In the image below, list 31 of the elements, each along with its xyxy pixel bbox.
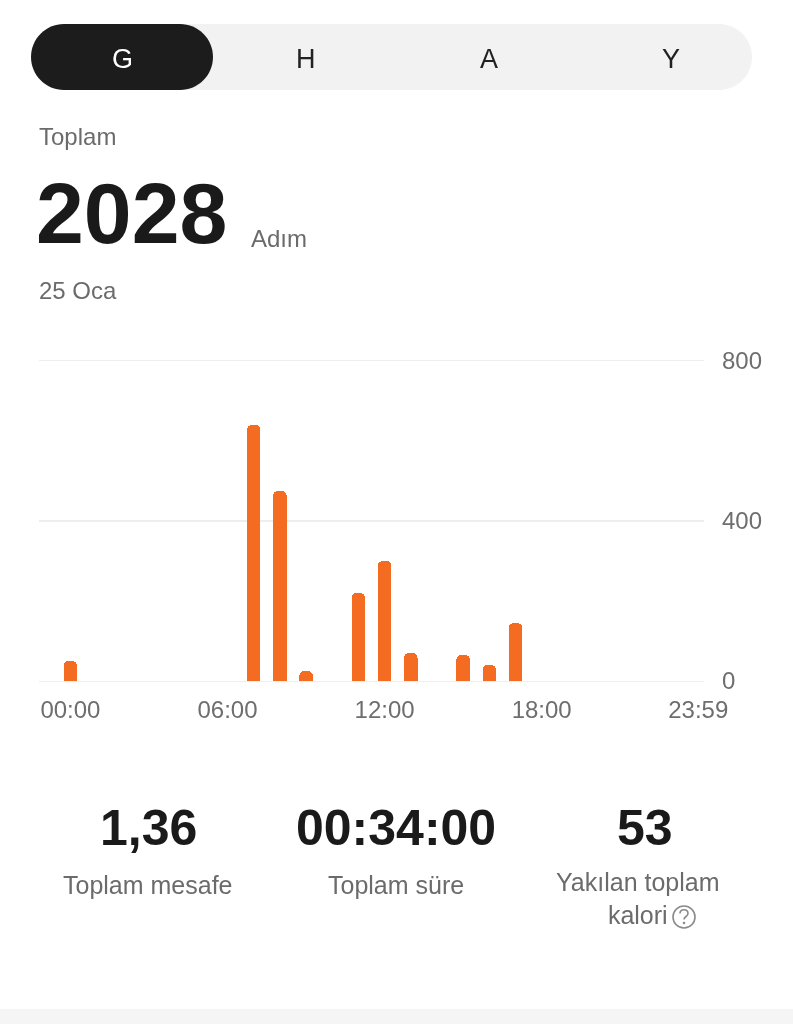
y-tick-label: 800 <box>722 347 763 375</box>
bar <box>351 593 366 681</box>
text: 2028 <box>36 165 228 261</box>
x-tick-label: 00:00 <box>40 696 101 723</box>
bar <box>63 661 78 681</box>
bar <box>377 561 392 681</box>
text: 25 Oca <box>39 277 118 304</box>
text: Toplam süre <box>328 871 465 899</box>
text: A <box>480 44 499 74</box>
text: 00:34:00 <box>296 800 497 856</box>
x-tick-label: 06:00 <box>197 696 258 723</box>
text: Y <box>662 44 681 74</box>
bar <box>273 491 287 681</box>
y-tick-label: 400 <box>722 507 763 535</box>
text: 53 <box>617 800 673 856</box>
text: Toplam <box>39 123 117 150</box>
text: Toplam mesafe <box>63 871 233 899</box>
x-tick-label: 18:00 <box>511 696 572 723</box>
y-tick-label: 0 <box>722 667 736 695</box>
text: Yakılan toplam kalori <box>556 868 720 929</box>
text: G <box>112 44 134 74</box>
x-tick-label: 23:59 <box>668 696 729 723</box>
x-tick-label: 12:00 <box>354 696 415 723</box>
bar <box>403 653 418 681</box>
bar <box>508 623 523 681</box>
text: H <box>296 44 316 74</box>
text: 1,36 <box>100 800 198 856</box>
bar <box>482 665 497 681</box>
bar <box>456 655 470 681</box>
bar <box>246 425 261 681</box>
text: Adım <box>251 225 308 252</box>
